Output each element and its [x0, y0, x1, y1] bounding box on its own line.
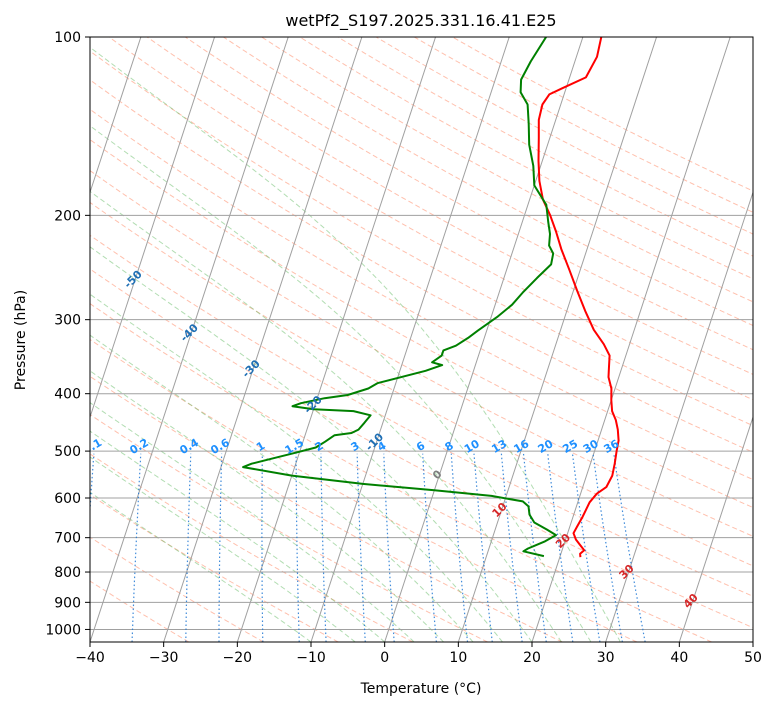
x-tick-label: −20 [223, 650, 253, 666]
plot-frame [89, 36, 754, 643]
dry-adiabat-line [261, 37, 753, 303]
isotherm-line [90, 37, 289, 642]
isotherm-line [90, 37, 216, 419]
mixing-ratio-line [320, 453, 327, 642]
y-tick-label: 800 [54, 565, 81, 581]
data-series [242, 37, 620, 558]
x-tick-label: 0 [380, 650, 389, 666]
dry-adiabat-line [90, 201, 753, 567]
y-tick-label: 600 [54, 491, 81, 507]
dry-adiabat-line [90, 536, 264, 642]
dry-adiabat-line [90, 170, 753, 537]
mixing-ratio-line [185, 453, 192, 642]
moist-adiabat-line [90, 370, 444, 642]
y-tick-label: 100 [54, 30, 81, 46]
x-tick-label: 30 [597, 650, 615, 666]
dry-adiabat-line [90, 413, 488, 642]
isotherm-line [457, 37, 658, 642]
isotherm-line [310, 37, 510, 642]
dry-adiabat-line [146, 37, 753, 375]
isotherm-line [384, 37, 584, 642]
isotherm-line [678, 415, 753, 642]
y-tick-label: 700 [54, 531, 81, 547]
dry-adiabat-line [90, 268, 753, 629]
dry-adiabat-line [108, 37, 753, 401]
isotherm-line [605, 190, 753, 642]
x-tick-label: −10 [296, 650, 326, 666]
y-tick-label: 300 [54, 313, 81, 329]
axes: −40 −30 −20 −10 0 10 20 30 40 50 100 200 300 400 500 60… [45, 30, 762, 666]
background-lines [0, 37, 753, 642]
x-tick-label: 10 [449, 650, 467, 666]
chart-title: wetPf2_S197.2025.331.16.41.E25 [285, 11, 556, 31]
isotherm-line [531, 37, 731, 642]
dry-adiabat-line [90, 234, 753, 597]
plot-background [90, 37, 753, 642]
mixing-ratio-line [383, 453, 395, 642]
mixing-ratio-line [356, 453, 366, 642]
dry-adiabat-line [223, 37, 753, 327]
dry-adiabat-line [90, 338, 638, 642]
moist-adiabat-line [90, 125, 592, 642]
y-tick-label: 400 [54, 387, 81, 403]
isotherm-line [236, 37, 437, 642]
x-tick-label: −40 [75, 650, 105, 666]
isotherm-line [163, 37, 363, 642]
x-tick-label: −30 [149, 650, 179, 666]
x-tick-label: 40 [670, 650, 688, 666]
y-axis-label: Pressure (hPa) [13, 290, 29, 390]
mixing-ratio-line [131, 453, 142, 642]
moist-adiabat-line [90, 46, 621, 642]
y-tick-label: 1000 [45, 622, 81, 638]
x-axis-label: Temperature (°C) [360, 681, 482, 697]
dry-adiabat-line [185, 37, 753, 351]
x-tick-label: 20 [523, 650, 541, 666]
moist-adiabat-line [90, 190, 562, 642]
x-tick-label: 50 [744, 650, 762, 666]
mixing-ratio-line [295, 453, 300, 642]
mixing-ratio-line [261, 453, 264, 642]
y-tick-label: 200 [54, 208, 81, 224]
moist-adiabat-line [90, 334, 474, 642]
isotherm-label: -70 [5, 174, 28, 197]
mixing-ratio-line [218, 453, 223, 642]
isotherm-line [0, 37, 67, 642]
isotherm-line [752, 640, 753, 642]
y-tick-label: 900 [54, 595, 81, 611]
dry-adiabat-line [90, 139, 753, 509]
temperature-profile-line [537, 37, 620, 558]
dry-adiabat-line [90, 580, 190, 642]
y-tick-label: 500 [54, 444, 81, 460]
dry-adiabat-line [90, 108, 753, 481]
dewpoint-profile-line [242, 37, 557, 558]
moist-adiabat-line [90, 430, 386, 642]
isotherm-line [90, 37, 142, 194]
